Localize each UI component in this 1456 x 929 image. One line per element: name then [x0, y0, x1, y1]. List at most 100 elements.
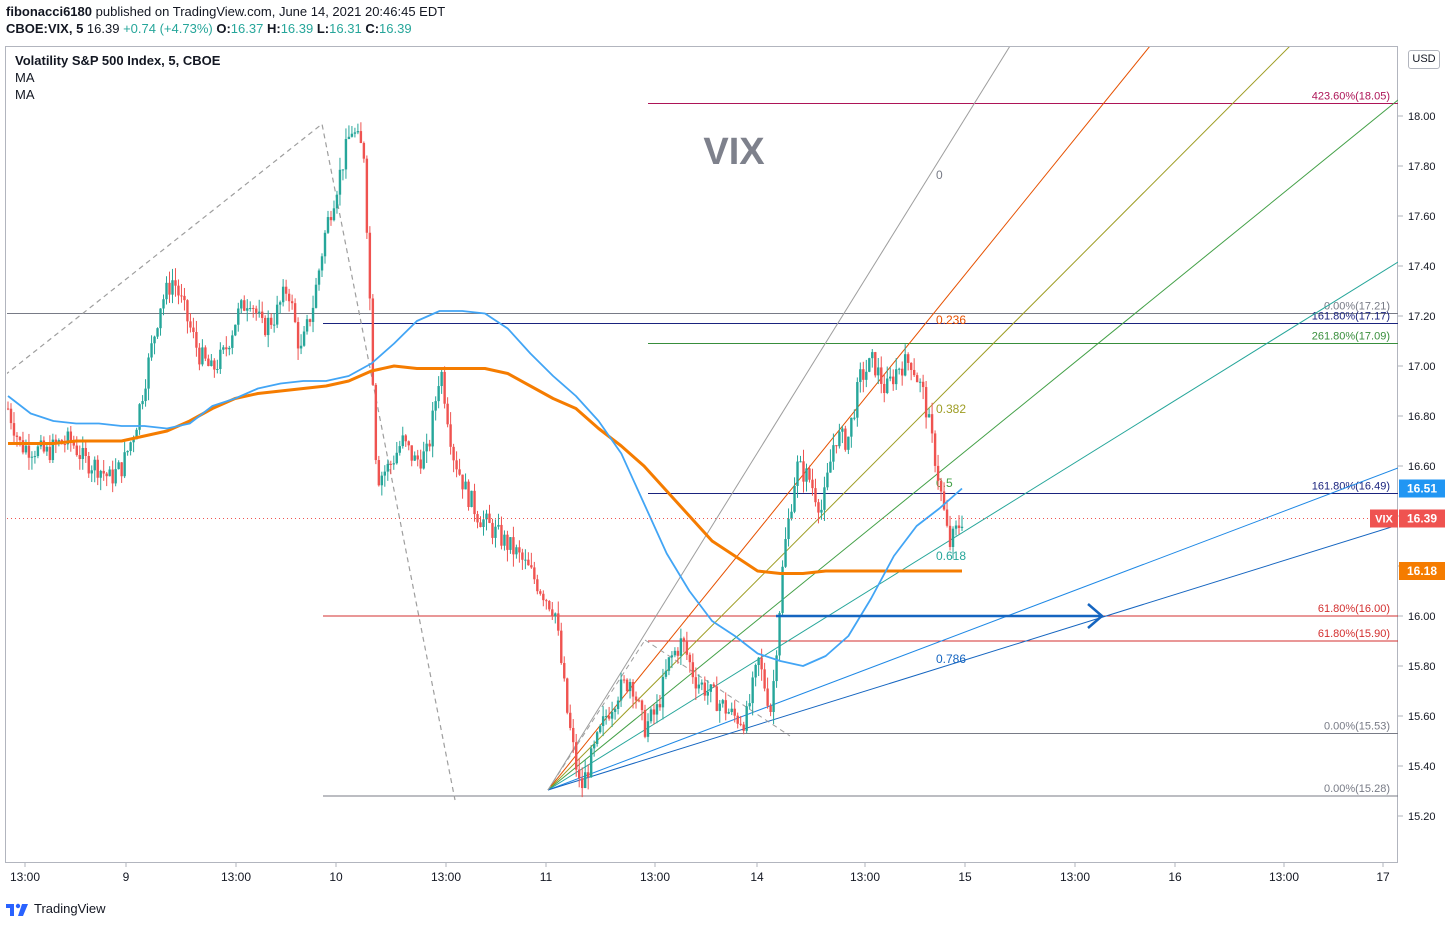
candle-body: [880, 367, 883, 384]
candle-body: [497, 524, 500, 527]
candle-body: [299, 345, 303, 349]
candle-body: [906, 354, 910, 363]
candle-body: [281, 286, 285, 303]
open-label: O:: [216, 21, 231, 36]
candle-body: [829, 461, 832, 473]
candle-body: [482, 519, 485, 528]
candle-body: [407, 441, 410, 446]
candle-body: [219, 349, 222, 370]
y-tick-label: 15.80: [1408, 661, 1436, 673]
candle-body: [595, 732, 599, 745]
candle-body: [646, 721, 650, 737]
candle-body: [685, 641, 689, 655]
candle-body: [287, 293, 291, 302]
published-line: fibonacci6180 published on TradingView.c…: [6, 4, 445, 19]
footer-brand-text[interactable]: TradingView: [34, 901, 106, 916]
candle-body: [338, 169, 342, 195]
y-tick-label: 17.80: [1408, 161, 1436, 173]
candle-body: [485, 513, 488, 520]
candle-body: [452, 446, 455, 461]
candle-body: [252, 308, 255, 310]
candle-body: [48, 446, 52, 461]
candle-body: [371, 298, 375, 385]
legend-title[interactable]: Volatility S&P 500 Index, 5, CBOE: [15, 53, 221, 68]
legend-ma-slow[interactable]: MA: [15, 87, 35, 102]
candle-body: [335, 194, 339, 209]
candle-body: [551, 609, 554, 616]
candle-body: [476, 514, 479, 523]
candle-body: [7, 408, 10, 410]
currency-button[interactable]: USD: [1408, 50, 1440, 69]
candle-body: [868, 358, 871, 372]
candle-body: [712, 684, 715, 687]
author-name[interactable]: fibonacci6180: [6, 4, 92, 19]
candle-body: [951, 528, 955, 547]
fib-level-label: 0.00%(17.21): [1324, 301, 1390, 313]
candle-body: [380, 475, 384, 486]
candle-body: [177, 285, 180, 296]
fib-level-label: 0.00%(15.28): [1324, 783, 1390, 795]
candle-body: [583, 772, 587, 789]
candle-body: [431, 410, 434, 447]
candle-body: [844, 428, 847, 450]
candle-body: [557, 613, 560, 631]
candle-body: [168, 282, 171, 295]
candle-body: [30, 456, 34, 458]
candle-body: [90, 470, 93, 474]
candle-body: [700, 682, 704, 685]
candle-body: [805, 468, 808, 482]
fib-level-label: 161.80%(17.17): [1312, 311, 1390, 323]
candle-body: [99, 470, 102, 478]
candle-body: [455, 460, 458, 470]
candle-body: [180, 295, 183, 297]
candle-body: [724, 700, 727, 714]
candle-body: [449, 424, 452, 447]
candle-body: [440, 371, 443, 387]
candle-body: [933, 433, 937, 466]
candle-body: [353, 132, 357, 134]
quote-line: CBOE:VIX, 5 16.39 +0.74 (+4.73%) O:16.37…: [6, 21, 412, 36]
candle-body: [401, 435, 404, 447]
candle-body: [246, 308, 249, 311]
swing-dashed-line: [547, 639, 646, 791]
candle-body: [954, 525, 958, 529]
candles: [7, 122, 964, 798]
y-tick-label: 18.00: [1408, 111, 1436, 123]
x-tick-label: 13:00: [1269, 870, 1299, 884]
ma-slow-line: [8, 364, 962, 575]
x-tick-label: 13:00: [1060, 870, 1090, 884]
candle-body: [234, 324, 237, 336]
candle-body: [326, 217, 330, 233]
fib-fan-line: [547, 261, 1398, 791]
price-badge-tag: [1370, 509, 1398, 528]
candle-body: [853, 417, 856, 419]
candle-body: [862, 369, 865, 380]
candle-body: [195, 331, 198, 348]
candle-body: [275, 304, 279, 325]
candle-body: [889, 376, 892, 379]
candle-body: [688, 654, 692, 663]
legend-ma-fast[interactable]: MA: [15, 70, 35, 85]
fib-fan-line: [547, 467, 1398, 791]
candle-body: [811, 479, 814, 489]
candle-body: [924, 387, 928, 418]
candle-body: [506, 534, 509, 550]
x-tick-label: 17: [1376, 870, 1390, 884]
candle-body: [709, 684, 712, 692]
candle-body: [201, 347, 204, 365]
x-tick-label: 14: [750, 870, 764, 884]
candle-body: [703, 682, 707, 696]
price-badge-value: 16.51: [1407, 482, 1437, 496]
candle-body: [111, 469, 114, 484]
y-tick-label: 17.00: [1408, 361, 1436, 373]
candle-body: [503, 534, 506, 546]
candle-body: [673, 650, 677, 656]
candle-body: [781, 566, 784, 613]
chart-frame[interactable]: [5, 46, 1398, 863]
candle-body: [817, 502, 820, 513]
low-label: L:: [316, 21, 330, 36]
candle-body: [18, 436, 22, 441]
candle-body: [733, 708, 736, 716]
candle-body: [957, 525, 961, 528]
